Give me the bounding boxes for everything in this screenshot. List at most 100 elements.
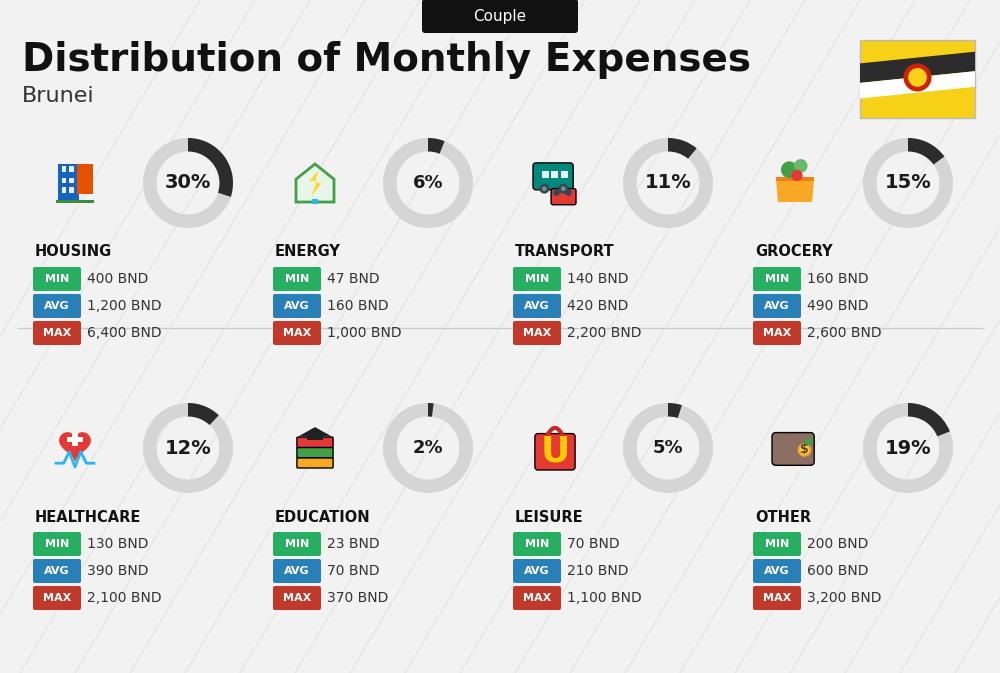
Bar (69, 166, 74, 172)
FancyBboxPatch shape (33, 586, 81, 610)
Wedge shape (143, 138, 233, 228)
FancyBboxPatch shape (533, 163, 573, 190)
Text: 370 BND: 370 BND (327, 591, 388, 605)
Text: LEISURE: LEISURE (515, 509, 584, 524)
Circle shape (553, 189, 560, 196)
Text: 2,100 BND: 2,100 BND (87, 591, 162, 605)
Text: MAX: MAX (43, 593, 71, 603)
Text: AVG: AVG (524, 301, 550, 311)
Wedge shape (188, 403, 219, 425)
Text: 1,100 BND: 1,100 BND (567, 591, 642, 605)
Circle shape (903, 63, 932, 92)
Wedge shape (908, 403, 950, 436)
FancyBboxPatch shape (297, 458, 333, 468)
FancyBboxPatch shape (513, 294, 561, 318)
Text: MIN: MIN (765, 539, 789, 549)
Text: 1,000 BND: 1,000 BND (327, 326, 402, 340)
Text: 15%: 15% (885, 174, 931, 192)
Polygon shape (298, 427, 332, 437)
Text: Distribution of Monthly Expenses: Distribution of Monthly Expenses (22, 41, 751, 79)
Wedge shape (908, 138, 944, 164)
Circle shape (565, 189, 572, 196)
Circle shape (542, 186, 547, 191)
Bar (58, 164, 79, 202)
Text: TRANSPORT: TRANSPORT (515, 244, 615, 260)
FancyBboxPatch shape (33, 559, 81, 583)
Bar (69, 187, 74, 192)
Bar (551, 171, 558, 178)
Text: MAX: MAX (283, 593, 311, 603)
Polygon shape (309, 170, 322, 197)
Text: MIN: MIN (45, 274, 69, 284)
FancyBboxPatch shape (860, 40, 975, 118)
Wedge shape (383, 403, 473, 493)
Wedge shape (383, 138, 473, 228)
Polygon shape (776, 179, 814, 202)
Text: EDUCATION: EDUCATION (275, 509, 371, 524)
Circle shape (781, 162, 798, 178)
FancyBboxPatch shape (753, 586, 801, 610)
FancyBboxPatch shape (297, 448, 333, 458)
FancyBboxPatch shape (753, 294, 801, 318)
Bar (62, 166, 66, 172)
Text: OTHER: OTHER (755, 509, 811, 524)
FancyBboxPatch shape (535, 433, 575, 470)
FancyBboxPatch shape (273, 559, 321, 583)
Wedge shape (668, 403, 682, 418)
FancyBboxPatch shape (753, 321, 801, 345)
Text: 70 BND: 70 BND (567, 537, 620, 551)
Bar (312, 199, 318, 204)
Text: $: $ (800, 444, 809, 456)
Bar (77, 164, 93, 194)
Text: 600 BND: 600 BND (807, 564, 868, 578)
Text: 130 BND: 130 BND (87, 537, 148, 551)
FancyBboxPatch shape (513, 321, 561, 345)
Circle shape (539, 184, 549, 194)
Circle shape (561, 186, 566, 191)
Text: 11%: 11% (645, 174, 691, 192)
Text: MAX: MAX (283, 328, 311, 338)
FancyBboxPatch shape (513, 559, 561, 583)
Text: 30%: 30% (165, 174, 211, 192)
Bar (72, 433, 78, 446)
Bar (307, 436, 323, 439)
FancyBboxPatch shape (33, 321, 81, 345)
Text: 23 BND: 23 BND (327, 537, 380, 551)
Text: 160 BND: 160 BND (807, 272, 869, 286)
Text: AVG: AVG (284, 566, 310, 576)
Text: 420 BND: 420 BND (567, 299, 628, 313)
Text: 5%: 5% (653, 439, 683, 457)
FancyBboxPatch shape (297, 437, 333, 448)
Text: U: U (540, 435, 570, 469)
Wedge shape (188, 138, 233, 197)
Text: AVG: AVG (764, 566, 790, 576)
Text: 6%: 6% (413, 174, 443, 192)
Bar (776, 177, 814, 181)
Wedge shape (863, 403, 953, 493)
Text: 6,400 BND: 6,400 BND (87, 326, 162, 340)
Text: 1,200 BND: 1,200 BND (87, 299, 162, 313)
FancyBboxPatch shape (33, 532, 81, 556)
Text: 2,600 BND: 2,600 BND (807, 326, 882, 340)
Text: 140 BND: 140 BND (567, 272, 629, 286)
Text: MAX: MAX (43, 328, 71, 338)
FancyBboxPatch shape (551, 188, 576, 205)
FancyBboxPatch shape (772, 433, 814, 465)
Polygon shape (296, 164, 334, 202)
Text: ENERGY: ENERGY (275, 244, 341, 260)
FancyBboxPatch shape (513, 532, 561, 556)
FancyBboxPatch shape (273, 586, 321, 610)
Text: MAX: MAX (763, 593, 791, 603)
Text: 2,200 BND: 2,200 BND (567, 326, 642, 340)
Circle shape (800, 446, 809, 454)
Text: HEALTHCARE: HEALTHCARE (35, 509, 141, 524)
Circle shape (791, 170, 803, 181)
FancyBboxPatch shape (513, 267, 561, 291)
Text: MAX: MAX (763, 328, 791, 338)
Bar (62, 187, 66, 192)
Wedge shape (623, 138, 713, 228)
Text: MIN: MIN (525, 539, 549, 549)
Text: 160 BND: 160 BND (327, 299, 389, 313)
Text: AVG: AVG (764, 301, 790, 311)
Bar (542, 171, 549, 178)
